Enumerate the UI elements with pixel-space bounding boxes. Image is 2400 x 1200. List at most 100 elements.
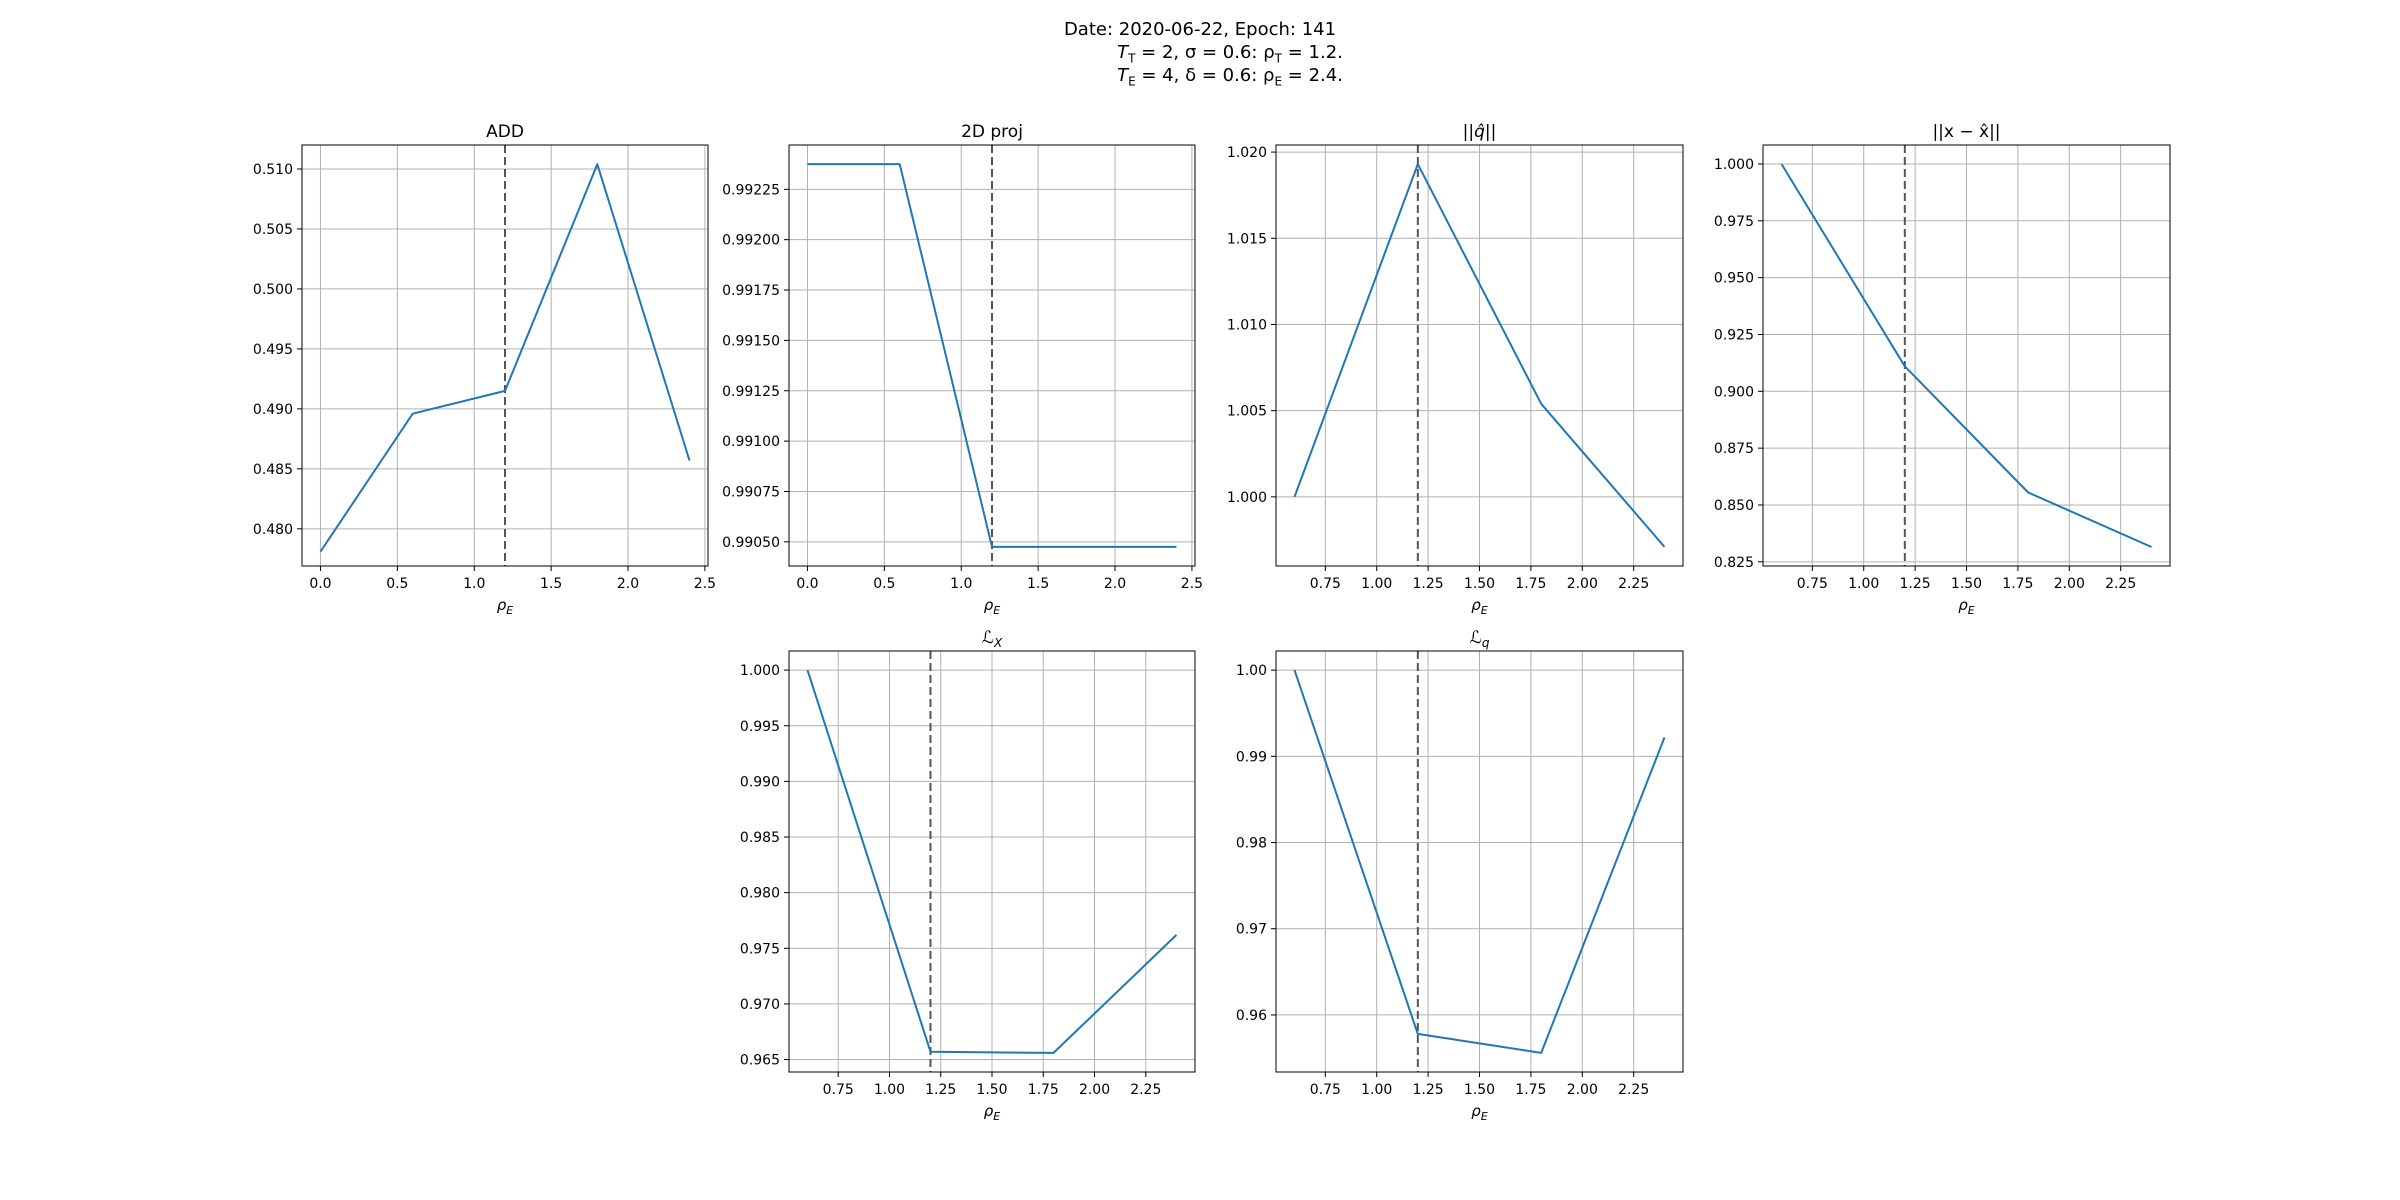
series-line: [1780, 163, 2152, 548]
x-tick-label: 1.5: [1027, 576, 1049, 592]
x-tick-label: 2.0: [617, 576, 639, 592]
title-suffix: ||: [1485, 122, 1496, 142]
t-symbol: T: [1117, 42, 1129, 63]
y-tick-label: 0.99050: [722, 535, 780, 551]
x-label-symbol: ρ: [1471, 596, 1481, 614]
x-tick-label: 1.25: [1413, 576, 1444, 592]
figure-title-line1: Date: 2020-06-22, Epoch: 141: [1063, 19, 1337, 40]
x-label-subscript: E: [1968, 604, 1975, 617]
y-tick-label: 0.96: [1236, 1008, 1267, 1024]
x-label-subscript: E: [1481, 1110, 1488, 1123]
y-tick-label: 0.500: [253, 282, 293, 298]
line2-text: = 2, σ = 0.6: ρ: [1135, 42, 1275, 63]
t-subscript: T: [1128, 51, 1136, 66]
x-axis-label: ρE: [1471, 1102, 1488, 1123]
y-tick-label: 0.900: [1714, 384, 1754, 400]
y-tick-label: 0.99: [1236, 749, 1267, 765]
subplot-4: 0.75 1.00 1.25 1.50 1.75 2.00 2.25 0.825 0.850 0.…: [1714, 122, 2171, 617]
x-tick-label: 0.75: [823, 1082, 854, 1098]
x-tick-label: 1.00: [874, 1082, 905, 1098]
line3-end: = 2.4.: [1282, 65, 1343, 86]
x-tick-label: 1.75: [1515, 576, 1546, 592]
series-line: [1293, 669, 1666, 1054]
y-tick-label: 1.000: [1227, 490, 1267, 506]
y-tick-label: 0.985: [740, 830, 780, 846]
x-label-subscript: E: [993, 604, 1000, 617]
x-tick-label: 2.25: [1618, 576, 1649, 592]
y-tick-label: 0.97: [1236, 922, 1267, 938]
x-tick-label: 2.00: [1567, 576, 1598, 592]
x-tick-label: 0.75: [1310, 576, 1341, 592]
x-tick-label: 2.00: [1567, 1082, 1598, 1098]
x-tick-label: 0.5: [873, 576, 895, 592]
y-tick-label: 1.000: [1714, 157, 1754, 173]
x-axis-label: ρE: [984, 596, 1001, 617]
y-tick-label: 0.965: [740, 1053, 780, 1069]
series-line: [319, 163, 691, 553]
x-axis-label: ρE: [1471, 596, 1488, 617]
x-tick-label: 0.0: [796, 576, 818, 592]
subplot-title: ℒX: [982, 628, 1003, 650]
x-tick-label: 1.50: [976, 1082, 1007, 1098]
series-line: [807, 163, 1177, 548]
y-tick-label: 1.005: [1227, 404, 1267, 420]
title-script-symbol: ℒ: [982, 628, 994, 648]
subplot-3: 0.75 1.00 1.25 1.50 1.75 2.00 2.25 1.000 1.005 1.…: [1227, 122, 1684, 617]
y-tick-label: 0.99125: [722, 384, 780, 400]
x-tick-label: 2.25: [1618, 1082, 1649, 1098]
x-tick-label: 2.5: [1181, 576, 1203, 592]
x-tick-label: 1.75: [2002, 576, 2033, 592]
subplot-title: 2D proj: [961, 122, 1023, 142]
x-tick-label: 2.00: [2054, 576, 2085, 592]
x-label-subscript: E: [993, 1110, 1000, 1123]
x-tick-label: 2.00: [1079, 1082, 1110, 1098]
x-tick-label: 1.00: [1361, 576, 1392, 592]
y-tick-label: 0.505: [253, 222, 293, 238]
x-label-subscript: E: [506, 604, 513, 617]
y-tick-label: 0.99175: [722, 283, 780, 299]
x-tick-label: 1.50: [1464, 1082, 1495, 1098]
series-line: [806, 669, 1178, 1054]
x-axis-label: ρE: [497, 596, 514, 617]
x-tick-label: 1.00: [1848, 576, 1879, 592]
t-subscript: E: [1128, 74, 1136, 89]
axes-frame: [1275, 144, 1684, 567]
rho-subscript: T: [1274, 51, 1282, 66]
y-tick-label: 0.975: [1714, 214, 1754, 230]
x-tick-label: 1.0: [950, 576, 972, 592]
y-tick-label: 0.950: [1714, 271, 1754, 287]
x-axis-label: ρE: [984, 1102, 1001, 1123]
x-label-symbol: ρ: [984, 1102, 994, 1120]
x-label-symbol: ρ: [497, 596, 507, 614]
y-tick-label: 0.970: [740, 997, 780, 1013]
y-tick-label: 0.495: [253, 342, 293, 358]
y-tick-label: 0.99150: [722, 333, 780, 349]
x-tick-label: 1.25: [1900, 576, 1931, 592]
y-tick-label: 0.99225: [722, 182, 780, 198]
y-tick-label: 0.510: [253, 162, 293, 178]
subplot-6: 0.75 1.00 1.25 1.50 1.75 2.00 2.25 0.96 0.97 0.98…: [1236, 628, 1684, 1123]
y-tick-label: 0.850: [1714, 498, 1754, 514]
subplot-title: ||x − x̂||: [1932, 122, 2000, 142]
x-label-symbol: ρ: [1471, 1102, 1481, 1120]
x-tick-label: 1.25: [925, 1082, 956, 1098]
x-label-symbol: ρ: [1958, 596, 1968, 614]
x-tick-label: 2.25: [2105, 576, 2136, 592]
axes-frame: [1275, 650, 1684, 1073]
y-tick-label: 1.020: [1227, 145, 1267, 161]
x-tick-label: 1.75: [1028, 1082, 1059, 1098]
title-script-symbol: ℒ: [1470, 628, 1482, 648]
title-subscript: X: [993, 636, 1003, 650]
y-tick-label: 1.000: [740, 663, 780, 679]
y-tick-label: 0.825: [1714, 555, 1754, 571]
rho-subscript: E: [1274, 74, 1283, 89]
y-tick-label: 0.990: [740, 774, 780, 790]
y-tick-label: 1.010: [1227, 317, 1267, 333]
y-tick-label: 0.995: [740, 719, 780, 735]
x-tick-label: 1.75: [1515, 1082, 1546, 1098]
y-tick-label: 1.015: [1227, 231, 1267, 247]
figure-title-line3: TE = 4, δ = 0.6: ρE = 2.4.: [0, 64, 2400, 94]
figure-title: Date: 2020-06-22, Epoch: 141: [0, 18, 2400, 41]
x-tick-label: 2.25: [1130, 1082, 1161, 1098]
